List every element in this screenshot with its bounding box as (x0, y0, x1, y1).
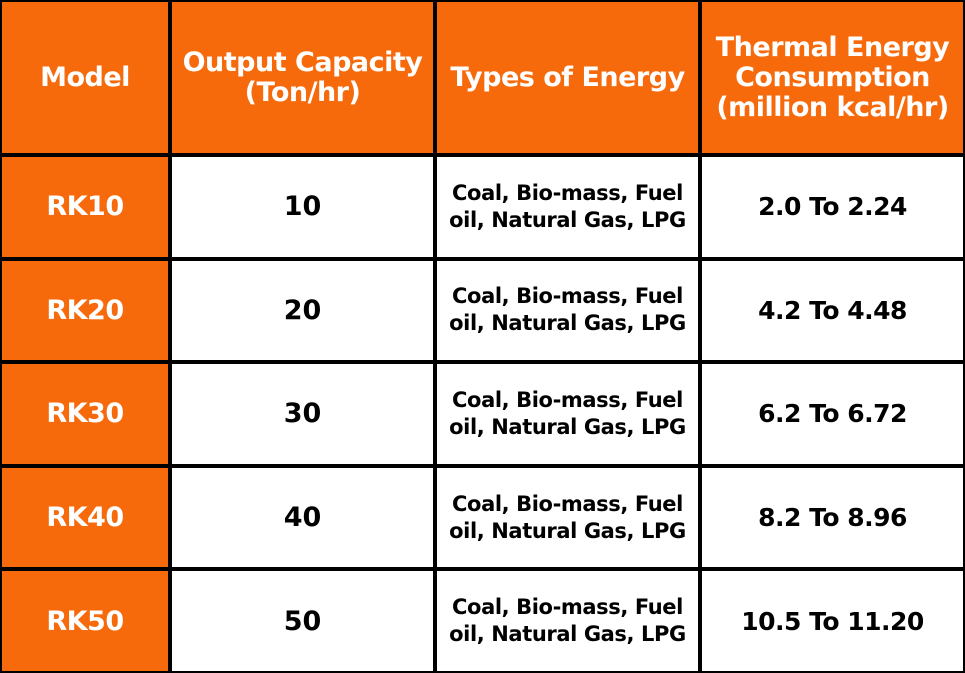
energy-types-cell: Coal, Bio-mass, Fuel oil, Natural Gas, L… (435, 258, 700, 363)
model-cell: RK50 (0, 569, 170, 673)
energy-types-cell: Coal, Bio-mass, Fuel oil, Natural Gas, L… (435, 569, 700, 673)
table-body: RK10 10 Coal, Bio-mass, Fuel oil, Natura… (0, 155, 965, 673)
model-cell: RK10 (0, 155, 170, 259)
table-row: RK20 20 Coal, Bio-mass, Fuel oil, Natura… (0, 258, 965, 363)
table-header: Model Output Capacity (Ton/hr) Types of … (0, 0, 965, 155)
capacity-cell: 50 (170, 569, 435, 673)
energy-types-cell: Coal, Bio-mass, Fuel oil, Natural Gas, L… (435, 362, 700, 466)
thermal-consumption-cell: 8.2 To 8.96 (700, 465, 965, 570)
model-cell: RK20 (0, 258, 170, 363)
thermal-consumption-cell: 10.5 To 11.20 (700, 569, 965, 673)
capacity-cell: 20 (170, 258, 435, 363)
model-cell: RK30 (0, 362, 170, 466)
thermal-consumption-cell: 2.0 To 2.24 (700, 155, 965, 259)
header-types-of-energy: Types of Energy (435, 0, 700, 155)
energy-types-cell: Coal, Bio-mass, Fuel oil, Natural Gas, L… (435, 465, 700, 570)
model-cell: RK40 (0, 465, 170, 570)
capacity-cell: 10 (170, 155, 435, 259)
table-row: RK10 10 Coal, Bio-mass, Fuel oil, Natura… (0, 155, 965, 259)
capacity-cell: 40 (170, 465, 435, 570)
header-output-capacity: Output Capacity (Ton/hr) (170, 0, 435, 155)
header-model: Model (0, 0, 170, 155)
table-row: RK30 30 Coal, Bio-mass, Fuel oil, Natura… (0, 362, 965, 466)
thermal-consumption-cell: 6.2 To 6.72 (700, 362, 965, 466)
energy-types-cell: Coal, Bio-mass, Fuel oil, Natural Gas, L… (435, 155, 700, 259)
header-thermal-energy-consumption: Thermal Energy Consumption (million kcal… (700, 0, 965, 155)
table-row: RK50 50 Coal, Bio-mass, Fuel oil, Natura… (0, 569, 965, 673)
capacity-cell: 30 (170, 362, 435, 466)
table-row: RK40 40 Coal, Bio-mass, Fuel oil, Natura… (0, 465, 965, 570)
header-row: Model Output Capacity (Ton/hr) Types of … (0, 0, 965, 155)
thermal-consumption-cell: 4.2 To 4.48 (700, 258, 965, 363)
